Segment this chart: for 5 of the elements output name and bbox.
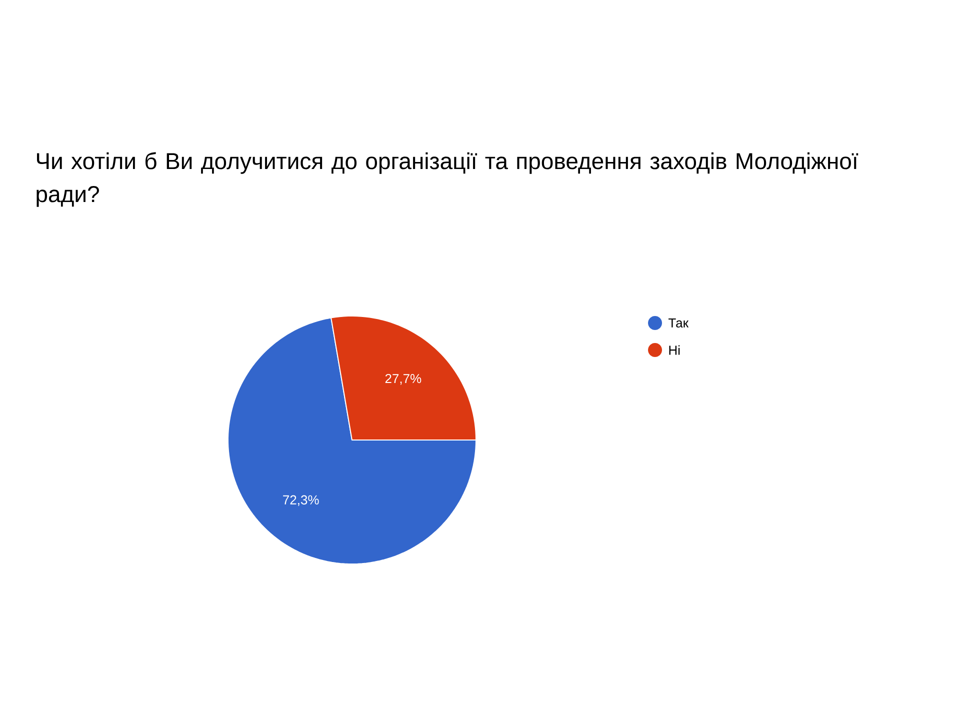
legend-label: Так [668,318,689,328]
chart-title: Чи хотіли б Ви долучитися до організації та проведення заходів Молодіжної ради? [36,152,858,207]
legend-label: Ні [669,345,680,355]
data-label: 27,7% [385,374,422,385]
data-label: 72,3% [283,495,319,506]
